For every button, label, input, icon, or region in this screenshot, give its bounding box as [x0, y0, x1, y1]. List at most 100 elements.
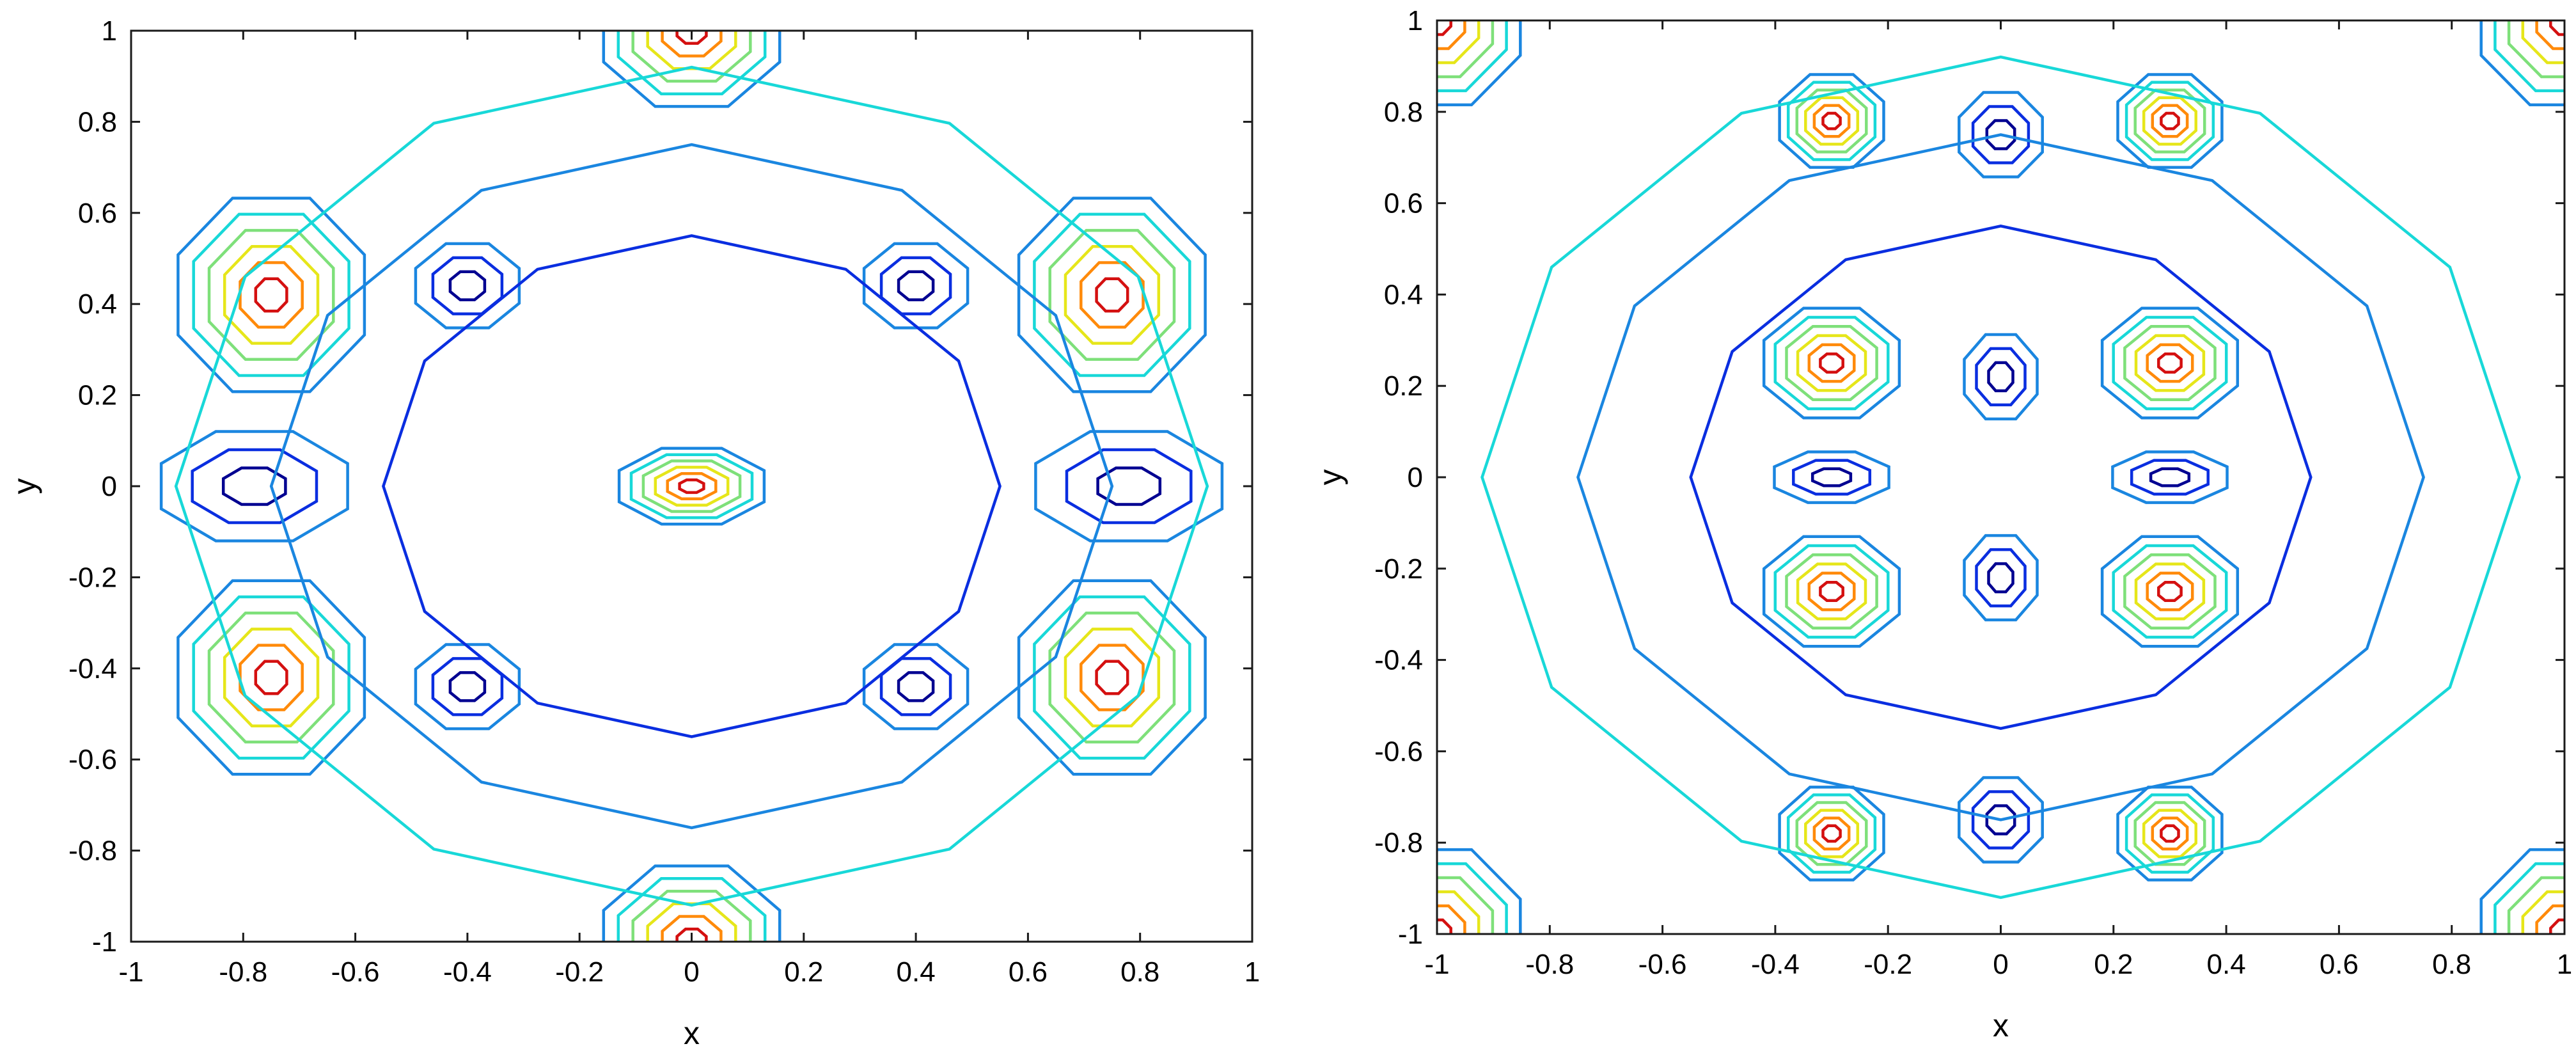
- right-contour-plot: -1 -0.8 -0.6 -0.4 -0.2 0 0.2 0.4 0.6 0.8 1 -1-0.8-…: [1312, 5, 2572, 1043]
- left-contour-plot: -1 -0.8 -0.6 -0.4 -0.2 0 0.2 0.4 0.6 0.8 1 -1-0.8-…: [6, 15, 1260, 1051]
- contour-peak-bot-l-level-3: [1795, 801, 1868, 866]
- contour-center-bump-level-1: [666, 472, 718, 500]
- contour-peak-bottom-center-level-5: [602, 864, 781, 942]
- contour-trough-ll-level-2: [414, 643, 521, 731]
- x-tick-label: 0.8: [2432, 949, 2471, 980]
- left-plot-frame: [130, 29, 1253, 943]
- contour-corner-lr-level-0: [2549, 918, 2564, 934]
- contour-peak-ll-level-3: [1785, 553, 1878, 629]
- contour-trough-center-top-level-2: [1958, 91, 2044, 178]
- contour-peak-lower-left-level-1: [239, 644, 304, 711]
- left-y-axis-label: y: [6, 479, 42, 495]
- y-tick-label: 0: [1408, 462, 1423, 493]
- contour-trough-left-level-1: [191, 448, 318, 525]
- contour-trough-lr-level-2: [862, 643, 970, 731]
- contour-trough-c-lower-level-1: [1975, 548, 2027, 608]
- y-tick-label: -0.4: [1374, 645, 1423, 676]
- contour-peak-bot-r-level-0: [2160, 824, 2180, 843]
- contour-peak-top-r-level-2: [2142, 96, 2197, 146]
- contour-corner-ur-level-2: [2521, 20, 2564, 65]
- contour-peak-ul-level-0: [1819, 352, 1844, 374]
- contour-peak-ur-level-2: [2134, 334, 2206, 392]
- x-tick-label: -0.4: [443, 956, 492, 988]
- contour-peak-bottom-center-level-0: [675, 928, 708, 942]
- left-contour-lines: [159, 31, 1224, 942]
- contour-band-2: [1689, 224, 2313, 731]
- x-tick-label: 0.8: [1120, 956, 1159, 988]
- contour-corner-lr-level-5: [2479, 848, 2564, 934]
- contour-center-bump-level-0: [678, 478, 705, 495]
- contour-peak-bot-r-level-2: [2142, 809, 2197, 859]
- contour-corner-ul-level-1: [1437, 20, 1466, 51]
- right-plot-frame: [1436, 19, 2566, 935]
- right-y-ticks: -1 -0.8 -0.6 -0.4 -0.2 0 0.2 0.4 0.6 0.8 1: [1374, 5, 2564, 950]
- contour-peak-lr-level-0: [2157, 580, 2183, 603]
- contour-trough-ur-level-2: [862, 242, 970, 329]
- contour-peak-lr-level-1: [2146, 571, 2194, 612]
- contour-trough-l0-level-0: [1810, 467, 1853, 487]
- contour-peak-lower-left-level-3: [207, 611, 335, 744]
- contour-trough-ur-level-1: [879, 256, 952, 315]
- contour-center-bump-level-3: [641, 459, 742, 513]
- x-tick-label: 0: [684, 956, 699, 988]
- contour-peak-ll-level-0: [1819, 580, 1844, 603]
- contour-peak-bot-r-level-5: [2116, 786, 2224, 882]
- contour-peak-ll-level-5: [1762, 535, 1901, 648]
- contour-center-bump-level-2: [654, 466, 730, 507]
- contour-corner-ul-level-2: [1437, 20, 1480, 65]
- contour-peak-lower-right-level-4: [1033, 595, 1191, 760]
- y-tick-label: 0.2: [78, 380, 117, 411]
- x-tick-label: -0.2: [555, 956, 604, 988]
- contour-peak-ur-level-0: [2157, 352, 2183, 374]
- contour-peak-top-l-level-5: [1778, 73, 1885, 169]
- contour-trough-ul-level-0: [448, 270, 487, 301]
- contour-peak-top-l-level-0: [1821, 111, 1842, 131]
- y-tick-label: 1: [1408, 5, 1423, 36]
- contour-band-0: [1480, 55, 2521, 899]
- contour-peak-bot-l-level-5: [1778, 786, 1885, 882]
- contour-trough-ul-level-2: [414, 242, 521, 329]
- contour-peak-upper-right-level-4: [1033, 212, 1191, 377]
- x-tick-label: -0.2: [1864, 949, 1912, 980]
- contour-peak-upper-left-level-2: [223, 245, 320, 345]
- y-tick-label: 0: [102, 471, 117, 502]
- contour-center-bump-level-5: [617, 447, 766, 526]
- right-x-axis-label: x: [1993, 1008, 2009, 1043]
- contour-peak-lower-right-level-0: [1095, 660, 1129, 695]
- x-tick-label: 0.6: [1009, 956, 1048, 988]
- contour-peak-ul-level-3: [1785, 325, 1878, 401]
- contour-peak-ul-level-2: [1796, 334, 1867, 392]
- contour-peak-bottom-center-level-3: [631, 889, 752, 942]
- contour-trough-center-top-level-0: [1985, 119, 2016, 150]
- x-tick-label: -0.6: [331, 956, 380, 988]
- contour-corner-lr-level-1: [2535, 904, 2564, 934]
- x-tick-label: 0: [1993, 949, 2008, 980]
- contour-peak-lr-level-2: [2134, 562, 2206, 621]
- x-tick-label: 0.2: [784, 956, 823, 988]
- y-tick-label: -0.6: [1374, 736, 1423, 767]
- contour-peak-top-r-level-0: [2160, 111, 2180, 131]
- contour-trough-right-level-1: [1065, 448, 1193, 525]
- contour-trough-center-top-level-1: [1971, 105, 2030, 164]
- contour-peak-top-center-level-5: [602, 31, 781, 108]
- y-tick-label: -1: [1398, 919, 1423, 950]
- contour-peak-bottom-center-level-1: [661, 915, 723, 942]
- contour-corner-ul-level-5: [1437, 20, 1522, 107]
- x-tick-label: -0.8: [219, 956, 267, 988]
- contour-corner-ur-level-5: [2479, 20, 2564, 107]
- contour-corner-ur-level-1: [2535, 20, 2564, 51]
- contour-peak-lr-level-5: [2100, 535, 2240, 648]
- contour-corner-lr-level-3: [2507, 876, 2564, 934]
- contour-peak-top-l-level-2: [1804, 96, 1860, 146]
- contour-peak-bot-l-level-0: [1821, 824, 1842, 843]
- contour-trough-ul-level-1: [431, 256, 504, 315]
- y-tick-label: -0.8: [68, 835, 117, 867]
- left-x-ticks: -1 -0.8 -0.6 -0.4 -0.2 0 0.2 0.4 0.6 0.8 1: [118, 31, 1260, 988]
- contour-trough-right-level-0: [1096, 466, 1162, 506]
- x-tick-label: 0.2: [2094, 949, 2133, 980]
- contour-peak-upper-right-level-0: [1095, 277, 1129, 313]
- contour-peak-top-l-level-1: [1812, 104, 1851, 138]
- contour-peak-lower-right-level-3: [1048, 611, 1176, 744]
- y-tick-label: 0.6: [1384, 188, 1423, 219]
